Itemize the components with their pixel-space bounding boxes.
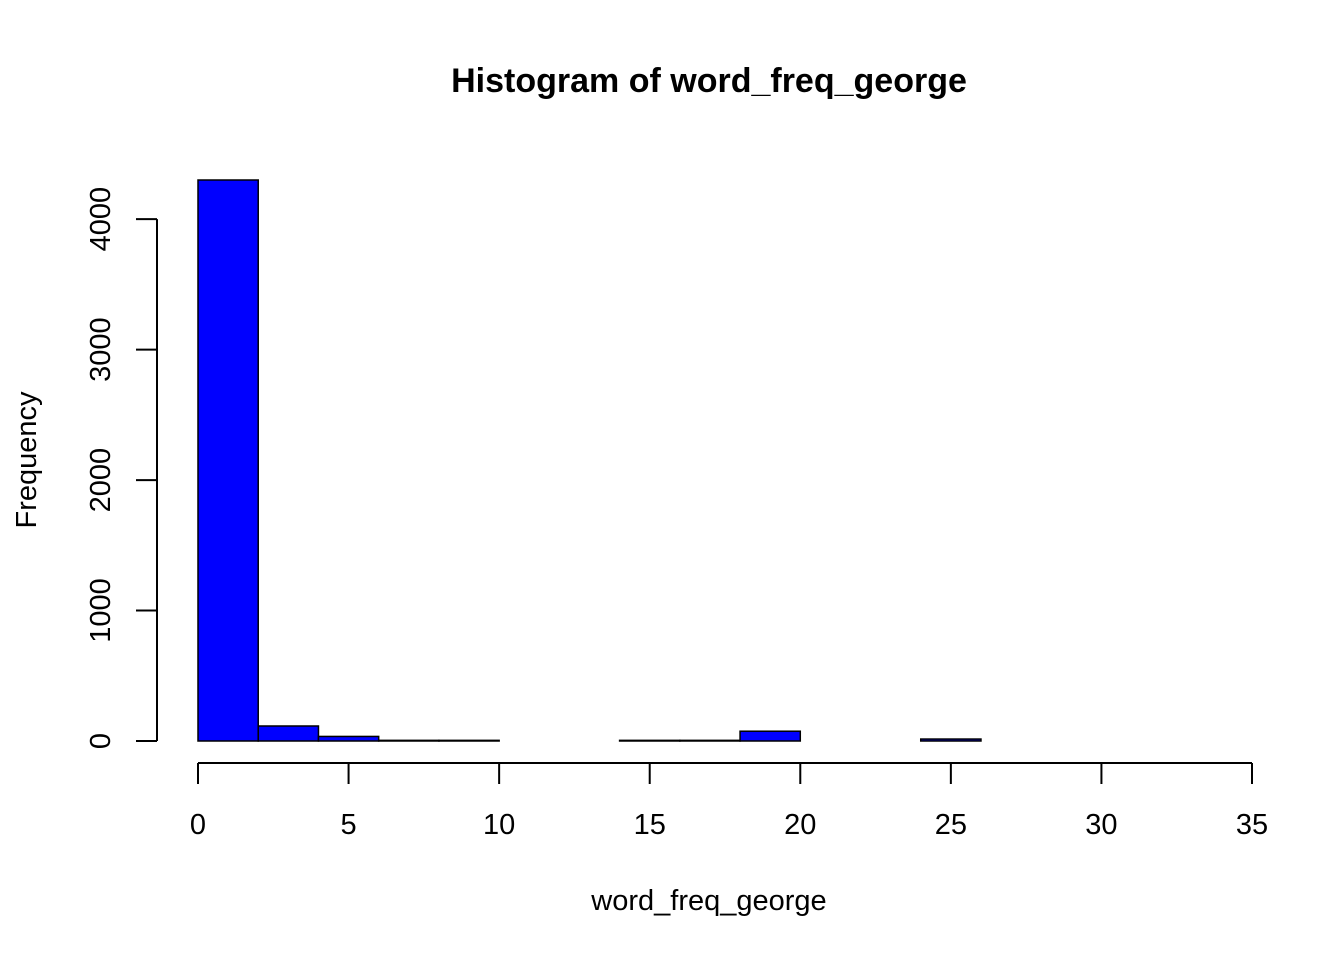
histogram-bar xyxy=(679,739,741,742)
histogram-bar xyxy=(197,179,259,742)
y-axis: 0 1000 2000 3000 4000 xyxy=(85,187,158,749)
x-tick-label: 25 xyxy=(935,809,967,841)
x-tick-label: 0 xyxy=(190,809,206,841)
x-tick-label: 15 xyxy=(634,809,666,841)
histogram-bar xyxy=(438,739,500,742)
y-axis-label: Frequency xyxy=(11,391,43,529)
x-tick-label: 30 xyxy=(1085,809,1117,841)
x-axis-label: word_freq_george xyxy=(590,885,826,917)
histogram-bar xyxy=(317,735,380,742)
x-tick-label: 5 xyxy=(341,809,357,841)
y-tick-label: 0 xyxy=(85,733,117,749)
bars-group xyxy=(197,179,982,742)
histogram-bar xyxy=(618,739,681,742)
histogram-bar xyxy=(919,738,982,742)
histogram-bar xyxy=(257,725,320,742)
chart-title: Histogram of word_freq_george xyxy=(451,62,967,100)
y-tick-label: 1000 xyxy=(85,578,117,643)
histogram-bar xyxy=(377,739,440,742)
x-tick-label: 20 xyxy=(784,809,816,841)
y-tick-label: 4000 xyxy=(85,187,117,252)
x-tick-label: 10 xyxy=(483,809,515,841)
x-axis: 0 5 10 15 20 25 30 35 xyxy=(190,762,1268,841)
y-tick-label: 2000 xyxy=(85,448,117,513)
x-tick-label: 35 xyxy=(1236,809,1268,841)
histogram-bar xyxy=(739,730,802,742)
y-tick-label: 3000 xyxy=(85,317,117,382)
